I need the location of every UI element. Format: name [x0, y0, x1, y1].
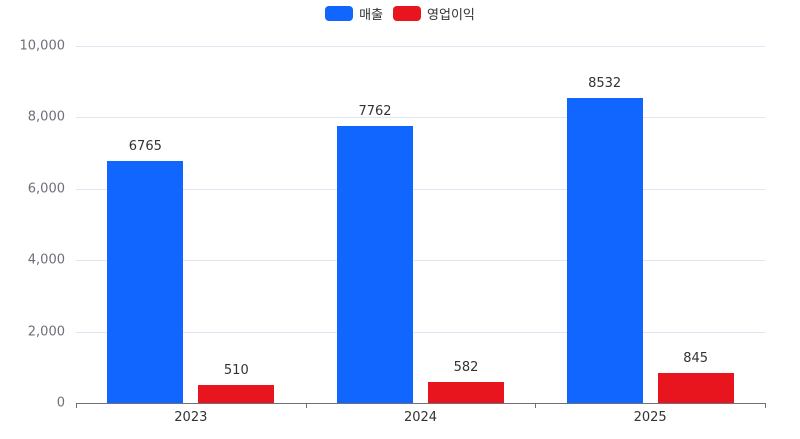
- x-tick-label: 2025: [633, 410, 667, 425]
- x-tick-mark: [76, 403, 77, 408]
- y-tick-label: 0: [56, 395, 65, 411]
- bar-value-label: 845: [683, 350, 709, 366]
- x-tick-label: 2023: [174, 410, 208, 425]
- x-tick-mark: [306, 403, 307, 408]
- y-tick-label: 8,000: [27, 109, 65, 125]
- gridline: [76, 332, 765, 333]
- bar-operating-profit-2023[interactable]: [198, 384, 275, 403]
- x-tick-mark: [535, 403, 536, 408]
- gridline: [76, 260, 765, 261]
- revenue-swatch-icon: [325, 6, 354, 21]
- bar-revenue-2023[interactable]: [107, 161, 184, 403]
- bar-operating-profit-2025[interactable]: [657, 372, 734, 403]
- gridline: [76, 46, 765, 47]
- bar-revenue-2024[interactable]: [337, 125, 413, 403]
- y-tick-label: 10,000: [19, 38, 66, 54]
- bar-value-label: 7762: [358, 103, 392, 119]
- x-tick-mark: [765, 403, 766, 408]
- x-axis: [76, 403, 765, 404]
- legend-item-revenue[interactable]: 매출: [325, 4, 383, 23]
- operating-profit-swatch-icon: [393, 6, 422, 21]
- gridline: [76, 189, 765, 190]
- legend-item-operating-profit[interactable]: 영업이익: [393, 4, 475, 23]
- gridline: [76, 117, 765, 118]
- legend: 매출 영업이익: [0, 4, 800, 23]
- bar-revenue-2025[interactable]: [566, 98, 643, 403]
- legend-label-revenue: 매출: [359, 8, 384, 23]
- y-tick-label: 6,000: [27, 181, 65, 197]
- legend-label-operating-profit: 영업이익: [427, 8, 475, 23]
- x-tick-label: 2024: [403, 410, 438, 425]
- bar-value-label: 6765: [128, 139, 162, 155]
- bar-value-label: 510: [223, 362, 249, 378]
- y-tick-label: 4,000: [27, 252, 65, 268]
- bar-value-label: 582: [453, 360, 479, 376]
- bar-value-label: 8532: [588, 76, 622, 92]
- y-tick-label: 2,000: [27, 324, 65, 340]
- bar-operating-profit-2024[interactable]: [428, 382, 504, 403]
